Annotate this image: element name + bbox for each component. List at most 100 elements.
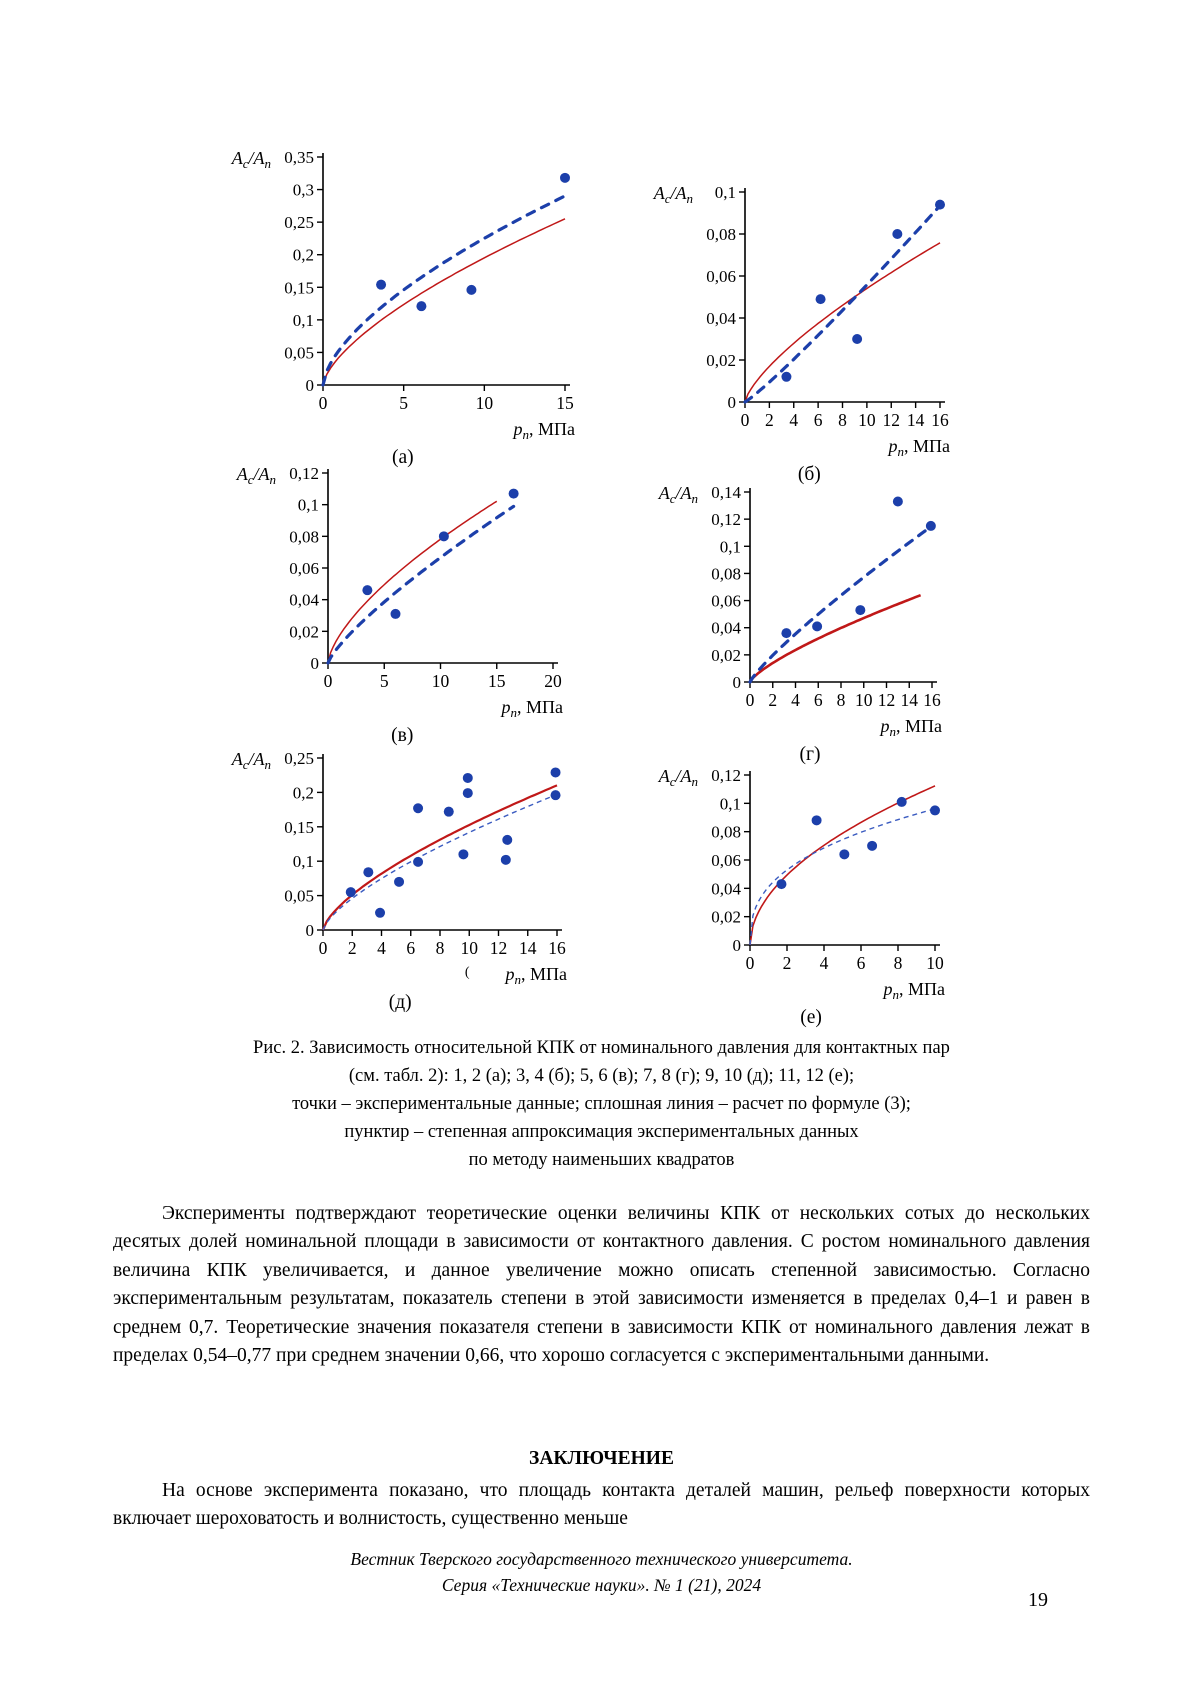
data-point — [892, 229, 903, 239]
y-tick-label: 0,15 — [284, 278, 314, 297]
x-tick-label: 15 — [488, 671, 506, 691]
fit-curve-solid — [321, 784, 558, 931]
y-tick-label: 0,12 — [711, 766, 741, 785]
axes — [744, 188, 945, 403]
y-tick-label: 0,02 — [289, 622, 319, 641]
x-tick-label: 20 — [544, 671, 562, 691]
axes — [327, 469, 558, 664]
data-point — [892, 496, 903, 507]
y-tick-label: 0,25 — [284, 213, 314, 232]
y-tick-label: 0,06 — [711, 851, 741, 870]
chart-caption: (в) — [391, 725, 413, 746]
y-tick-label: 0 — [311, 654, 320, 673]
chart-caption: (е) — [800, 1007, 822, 1028]
y-tick-label: 0,12 — [711, 510, 741, 529]
data-point — [815, 294, 826, 305]
y-tick-label: 0 — [728, 393, 737, 412]
data-point — [508, 488, 519, 499]
x-tick-label: 10 — [476, 393, 494, 413]
chart-g: 0 0,02 0,04 0,06 0,08 0,1 0,12 0,14 0 2 4 6 8 10 12 14 1… — [620, 462, 959, 779]
x-tick-label: 12 — [490, 938, 508, 958]
x-tick-label: 10 — [858, 410, 876, 430]
y-tick-label: 0 — [733, 673, 742, 692]
journal-footer: Вестник Тверского государственного техни… — [113, 1546, 1090, 1598]
chart-caption: (б) — [798, 464, 821, 485]
x-tick-label: 4 — [791, 690, 800, 710]
fit-curve-dashed-thin — [322, 793, 558, 931]
paragraph-experiments: Эксперименты подтверждают теоретические … — [113, 1203, 1090, 1367]
y-tick-label: 0,04 — [289, 591, 319, 610]
data-point — [896, 796, 907, 807]
chart-e: 0 0,02 0,04 0,06 0,08 0,1 0,12 0 2 4 6 8 10 Ac/An pn, … — [620, 745, 962, 1042]
y-axis-label: Ac/An — [231, 148, 271, 171]
x-tick-label: 10 — [926, 953, 944, 973]
x-tick-label: 10 — [855, 690, 873, 710]
fit-curve-dashed — [326, 504, 516, 665]
x-tick-label: 8 — [838, 410, 847, 430]
data-point — [502, 834, 513, 845]
x-tick-label: 6 — [406, 938, 415, 958]
data-point — [500, 854, 511, 865]
y-tick-label: 0,1 — [720, 794, 741, 813]
data-point — [413, 856, 424, 867]
y-tick-label: 0,04 — [711, 879, 741, 898]
y-tick-label: 0,06 — [706, 267, 736, 286]
journal-footer-line1: Вестник Тверского государственного техни… — [350, 1549, 853, 1569]
page-number: 19 — [1028, 1589, 1048, 1611]
x-tick-label: 10 — [432, 671, 450, 691]
y-tick-label: 0,1 — [720, 537, 741, 556]
data-point — [781, 371, 792, 382]
figure-caption-line: пунктир – степенная аппроксимация экспер… — [344, 1122, 859, 1142]
data-point — [550, 790, 561, 801]
x-tick-label: 16 — [548, 938, 566, 958]
x-tick-label: 6 — [857, 953, 866, 973]
data-point — [812, 621, 823, 632]
chart-d-canvas: 00,050,10,150,20,250 2 4 6 8 10 12 14 16Ac/Anpn,… — [231, 749, 567, 1013]
data-point — [776, 879, 787, 890]
chart-caption: (а) — [392, 447, 414, 468]
x-tick-label: 0 — [324, 671, 333, 691]
figure-caption-line: по методу наименьших квадратов — [468, 1150, 735, 1170]
data-point — [855, 605, 866, 616]
fit-curve-dashed — [321, 194, 567, 387]
y-tick-label: 0 — [733, 936, 742, 955]
data-point — [416, 301, 427, 312]
y-tick-label: 0,1 — [293, 852, 314, 871]
data-point — [781, 628, 792, 639]
x-tick-label: 8 — [436, 938, 445, 958]
fit-curve-dashed — [748, 524, 934, 684]
y-tick-label: 0,02 — [711, 646, 741, 665]
x-tick-label: 0 — [319, 938, 328, 958]
axes — [322, 153, 570, 386]
x-tick-label: 8 — [837, 690, 846, 710]
y-axis-label: Ac/An — [236, 464, 276, 487]
y-tick-label: 0,2 — [293, 783, 314, 802]
data-point — [852, 334, 863, 344]
x-tick-label: 14 — [907, 410, 925, 430]
y-tick-label: 0,25 — [284, 749, 314, 768]
x-tick-label: 12 — [883, 410, 901, 430]
y-tick-label: 0,08 — [711, 564, 741, 583]
data-point — [811, 815, 822, 826]
paragraph-conclusion: На основе эксперимента показано, что пло… — [113, 1480, 1090, 1530]
data-point — [375, 907, 386, 918]
x-tick-label: 0 — [741, 410, 750, 430]
data-point — [925, 520, 936, 531]
x-axis-label: pn, МПа — [887, 436, 951, 459]
data-point — [345, 887, 356, 898]
chart-g-canvas: 00,020,040,060,080,10,120,140 2 4 6 8 10 12 14 1… — [658, 483, 942, 765]
y-tick-label: 0,08 — [706, 225, 736, 244]
data-point — [363, 867, 374, 878]
axes — [322, 754, 562, 931]
chart-v: 0 0,02 0,04 0,06 0,08 0,1 0,12 0 5 10 15 20 Ac/An pn,… — [198, 443, 580, 760]
y-tick-label: 0 — [306, 921, 315, 940]
data-point — [443, 806, 454, 817]
figure-caption-line: точки – экспериментальные данные; сплошн… — [292, 1094, 911, 1114]
chart-b: 0 0,02 0,04 0,06 0,08 0,1 0 2 4 6 8 10 12 14 16 Ac/An pn… — [615, 162, 967, 499]
axes — [749, 488, 937, 683]
conclusion-heading: ЗАКЛЮЧЕНИЕ — [529, 1448, 674, 1469]
y-tick-label: 0,15 — [284, 818, 314, 837]
figure-caption-line: Рис. 2. Зависимость относительной КПК от… — [253, 1038, 950, 1058]
x-tick-label: 2 — [783, 953, 792, 973]
